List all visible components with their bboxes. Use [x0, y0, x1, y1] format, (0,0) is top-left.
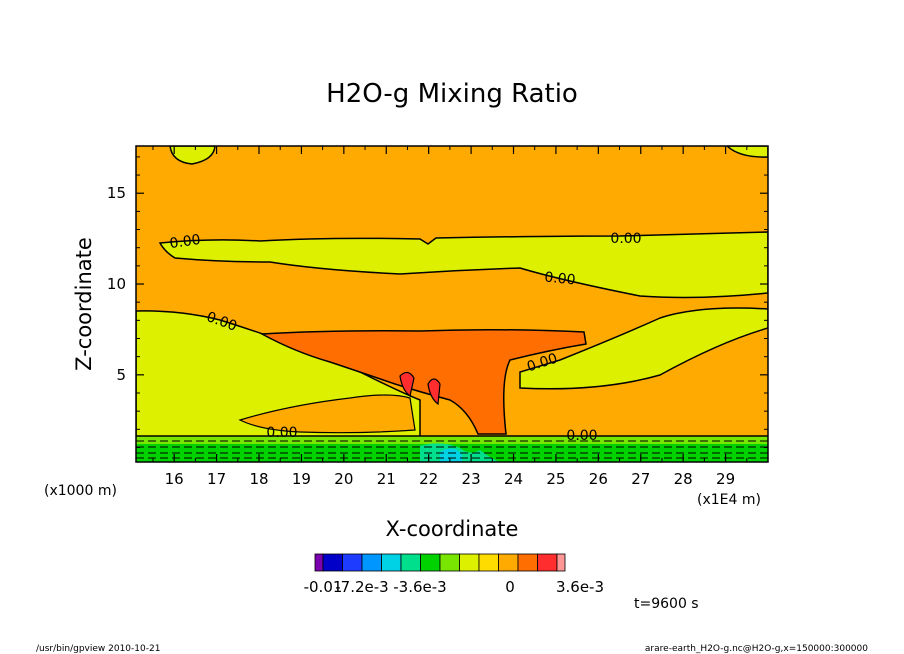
colorbar-swatch	[400, 553, 421, 572]
time-label: t=9600 s	[634, 596, 699, 612]
colorbar-swatch	[498, 553, 519, 572]
x-tick-label: 20	[334, 470, 353, 488]
x-tick-label: 16	[165, 470, 184, 488]
region-ground-cyan-2	[440, 448, 462, 462]
contour-label: 0.00	[610, 231, 641, 247]
colorbar-swatch	[478, 553, 499, 572]
x-tick-label: 17	[207, 470, 226, 488]
colorbar-tick-label: -3.6e-3	[393, 578, 446, 596]
x-tick-label: 21	[377, 470, 396, 488]
plot-frame	[135, 145, 769, 463]
y-axis-title: Z-coordinate	[72, 237, 96, 371]
colorbar-swatch	[517, 553, 538, 572]
colorbar-swatch	[361, 553, 382, 572]
colorbar-swatch	[322, 553, 343, 572]
colorbar-swatch	[314, 553, 324, 572]
y-tick-label: 10	[107, 275, 126, 293]
region-red-cell-1	[399, 371, 415, 398]
contour-label: 0.00	[566, 428, 597, 444]
region-right-yellow-wing	[519, 302, 768, 390]
region-upper-yellow-band	[158, 231, 768, 299]
x-unit-label: (x1000 m)	[44, 483, 117, 499]
x-scale-label: (x1E4 m)	[697, 492, 761, 508]
colorbar-swatch	[459, 553, 480, 572]
region-left-orange-lobe	[238, 394, 416, 434]
contour-label: 0.00	[266, 425, 297, 441]
colorbar-swatch	[439, 553, 460, 572]
x-tick-label: 29	[716, 470, 735, 488]
colorbar-tick-label: -7.2e-3	[335, 578, 388, 596]
chart-title: H2O-g Mixing Ratio	[326, 79, 578, 109]
x-axis: 16 17 18 19 20 21 22 23 24 25 26 27 28 29	[152, 146, 748, 488]
colorbar-tick-label: 0	[505, 578, 515, 596]
region-top-left-blob	[169, 146, 216, 165]
x-tick-label: 22	[419, 470, 438, 488]
colorbar-swatch	[537, 553, 558, 572]
colorbar-swatch	[420, 553, 441, 572]
colorbar	[314, 553, 566, 572]
colorbar-swatch	[381, 553, 402, 572]
contour-fill-layers	[136, 146, 768, 462]
x-axis-title: X-coordinate	[386, 517, 519, 541]
x-tick-label: 27	[631, 470, 650, 488]
x-tick-label: 19	[292, 470, 311, 488]
contour-label: 0.00	[169, 232, 202, 252]
x-tick-label: 18	[249, 470, 268, 488]
footer-right: arare-earth_H2O-g.nc@H2O-g,x=150000:3000…	[645, 644, 868, 654]
footer-left: /usr/bin/gpview 2010-10-21	[36, 644, 160, 654]
contour-label: 0.00	[544, 269, 577, 288]
region-top-right-blob	[725, 146, 768, 158]
contour-labels: 0.00 0.000.000.000.000.00 0.00	[169, 231, 642, 444]
region-red-cell-2	[427, 378, 441, 406]
colorbar-swatch	[342, 553, 363, 572]
colorbar-tick-label: 3.6e-3	[556, 578, 604, 596]
y-axis: 5 10 15	[107, 156, 768, 448]
x-tick-label: 23	[462, 470, 481, 488]
region-red-core	[259, 328, 587, 435]
y-tick-label: 15	[107, 184, 126, 202]
x-tick-label: 25	[546, 470, 565, 488]
y-tick-label: 5	[116, 366, 126, 384]
colorbar-tick-label: -0.01	[304, 578, 343, 596]
colorbar-labels: -0.01-7.2e-3 -3.6e-3 0 3.6e-3	[304, 578, 604, 596]
x-tick-label: 26	[589, 470, 608, 488]
x-tick-label: 24	[504, 470, 523, 488]
x-tick-label: 28	[674, 470, 693, 488]
colorbar-swatch	[556, 553, 566, 572]
